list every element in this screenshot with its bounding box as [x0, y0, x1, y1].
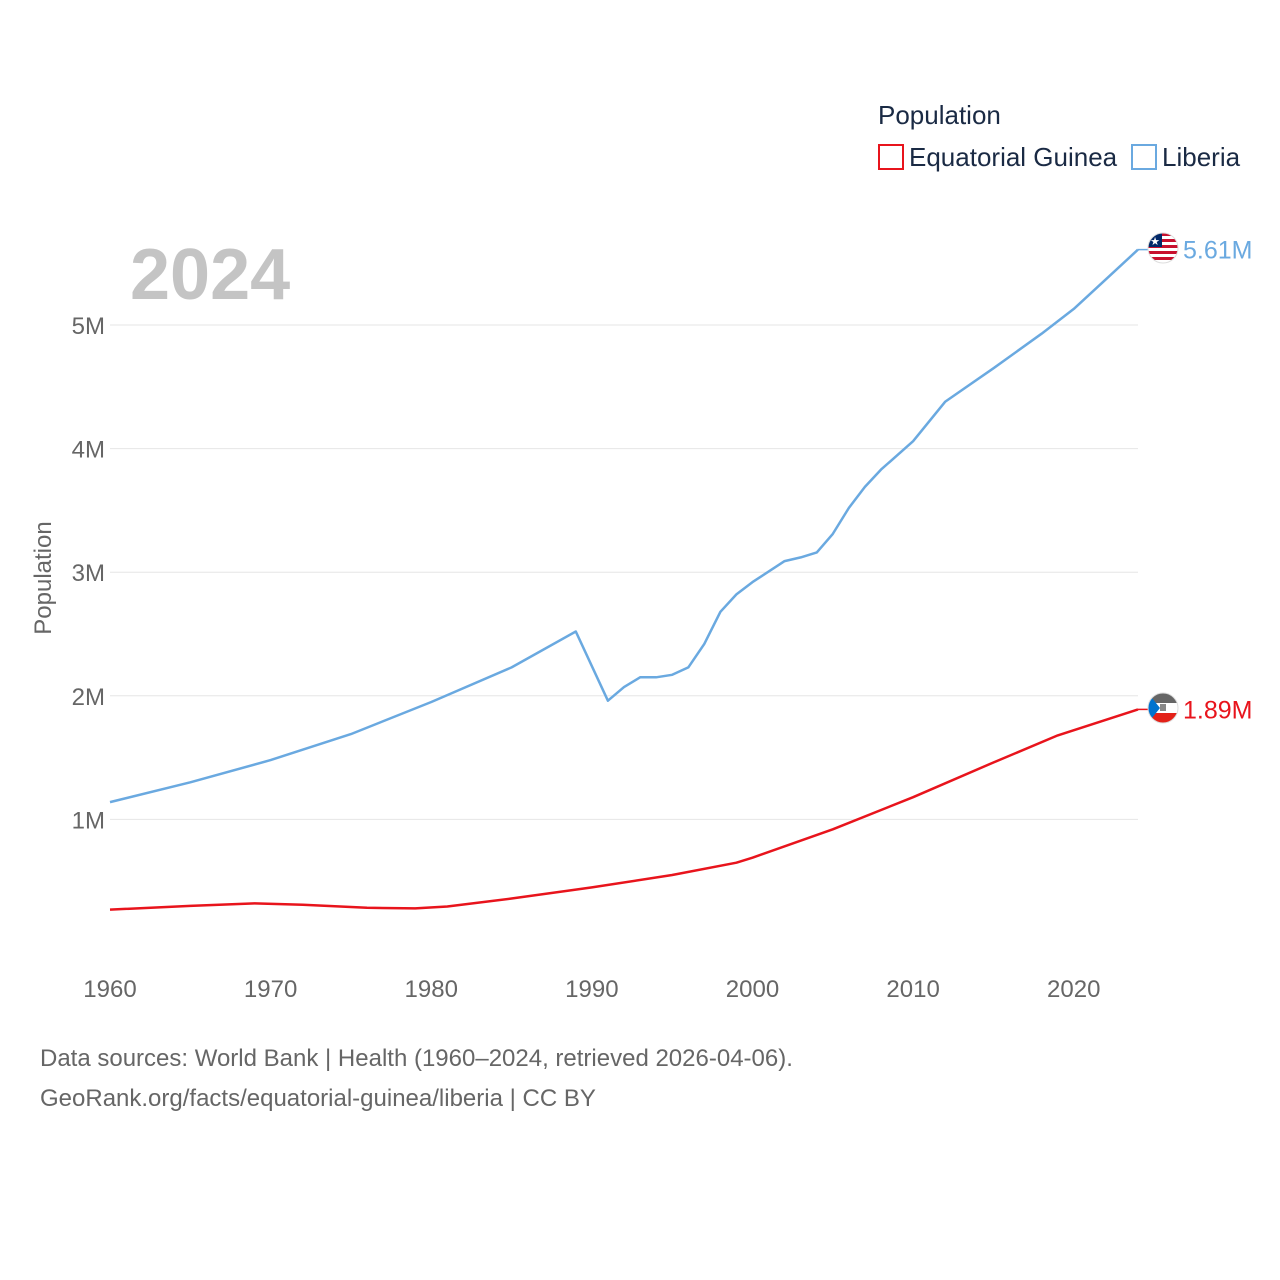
- end-value-label-equatorial-guinea: 1.89M: [1183, 696, 1252, 724]
- y-axis-ticks: 1M 2M 3M 4M 5M: [72, 313, 105, 834]
- x-tick-label: 2020: [1047, 976, 1100, 1003]
- y-tick-label: 5M: [72, 313, 105, 340]
- y-tick-label: 4M: [72, 437, 105, 464]
- year-label: 2024: [130, 235, 290, 315]
- x-tick-label: 1980: [405, 976, 458, 1003]
- series-line-liberia[interactable]: [109, 248, 1139, 804]
- y-tick-label: 1M: [72, 807, 105, 834]
- y-tick-label: 3M: [72, 560, 105, 587]
- legend-item-equatorial-guinea[interactable]: Equatorial Guinea: [878, 142, 1118, 172]
- series-lines: [109, 248, 1139, 911]
- legend-swatch-equatorial-guinea: [878, 144, 904, 170]
- attribution-link[interactable]: GeoRank.org/facts/equatorial-guinea/libe…: [40, 1085, 596, 1112]
- x-tick-label: 1960: [83, 976, 136, 1003]
- series-end-labels: 1.89M 5.61M: [1138, 237, 1252, 724]
- x-tick-label: 2010: [886, 976, 939, 1003]
- legend-title: Population: [878, 100, 1001, 130]
- data-source-text: Data sources: World Bank | Health (1960–…: [40, 1045, 793, 1072]
- legend-item-liberia[interactable]: Liberia: [1131, 142, 1241, 172]
- x-axis-ticks: 1960 1970 1980 1990 2000 2010 2020: [83, 976, 1100, 1003]
- x-tick-label: 2000: [726, 976, 779, 1003]
- y-tick-label: 2M: [72, 684, 105, 711]
- equatorial-guinea-flag-icon: [1148, 693, 1178, 723]
- legend-label-equatorial-guinea: Equatorial Guinea: [909, 142, 1118, 172]
- series-line-equatorial-guinea[interactable]: [109, 708, 1139, 911]
- y-axis-title: Population: [30, 521, 57, 634]
- end-value-label-liberia: 5.61M: [1183, 237, 1252, 265]
- x-tick-label: 1990: [565, 976, 618, 1003]
- legend-swatch-liberia: [1131, 144, 1157, 170]
- liberia-flag-icon: ★: [1148, 233, 1178, 263]
- svg-text:★: ★: [1150, 235, 1160, 248]
- legend-label-liberia: Liberia: [1162, 142, 1241, 172]
- x-tick-label: 1970: [244, 976, 297, 1003]
- gridlines: [110, 324, 1138, 820]
- legend: Population Equatorial Guinea Liberia: [878, 100, 1241, 172]
